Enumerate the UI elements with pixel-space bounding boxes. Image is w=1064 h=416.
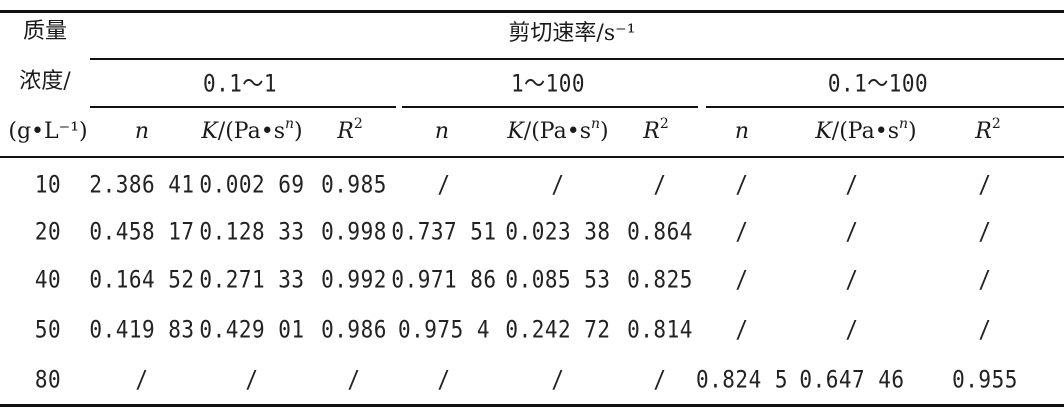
concentration-cell: 80 [34, 365, 62, 394]
table-cell: / [845, 315, 859, 344]
table-cell: 0.971 86 [391, 265, 497, 294]
top-rule [0, 10, 1064, 13]
range-rule-1 [90, 106, 396, 108]
table-cell: 0.975 4 [397, 315, 491, 344]
table-cell: / [978, 217, 992, 246]
table-cell: 2.386 41 [89, 170, 195, 199]
table-cell: / [653, 170, 667, 199]
col-header-r2-1: R2 [337, 116, 363, 144]
range-rule-3 [706, 106, 1064, 108]
concentration-cell: 40 [34, 265, 62, 294]
col-header-k-2: K/(Pa•sn) [507, 116, 609, 144]
table-cell: 0.164 52 [89, 265, 195, 294]
table-cell: / [978, 315, 992, 344]
col-header-k-1: K/(Pa•sn) [201, 116, 303, 144]
row-header-line3: (g•L⁻¹) [8, 119, 88, 144]
table-cell: / [653, 365, 667, 394]
range-header-1: 0.1～1 [202, 69, 278, 98]
table-cell: / [735, 170, 749, 199]
table-cell: 0.458 17 [89, 217, 195, 246]
table-cell: / [245, 365, 259, 394]
col-header-n-1: n [134, 119, 150, 144]
table-cell: / [437, 170, 451, 199]
col-header-n-3: n [734, 119, 750, 144]
shear-rate-header: 剪切速率/s⁻¹ [508, 21, 636, 46]
table-cell: 0.737 51 [391, 217, 497, 246]
table-cell: / [978, 170, 992, 199]
range-rule-2 [402, 106, 698, 108]
table-cell: 0.824 5 [695, 365, 789, 394]
concentration-cell: 10 [34, 170, 62, 199]
table-cell: 0.814 [627, 315, 693, 344]
table-cell: / [845, 265, 859, 294]
table-cell: / [845, 170, 859, 199]
table-cell: 0.864 [627, 217, 693, 246]
table-cell: / [735, 217, 749, 246]
table-cell: 0.002 69 [199, 170, 305, 199]
table-cell: 0.985 [321, 170, 387, 199]
table-cell: 0.825 [627, 265, 693, 294]
table-cell: / [845, 217, 859, 246]
table-cell: / [978, 265, 992, 294]
bottom-rule [0, 404, 1064, 407]
range-header-3: 0.1～100 [827, 69, 929, 98]
table-cell: 0.023 38 [505, 217, 611, 246]
table-cell: / [347, 365, 361, 394]
table-cell: / [735, 265, 749, 294]
col-header-r2-3: R2 [975, 116, 1001, 144]
table-cell: 0.085 53 [505, 265, 611, 294]
row-header-line1: 质量 [22, 19, 68, 44]
table-cell: 0.242 72 [505, 315, 611, 344]
table-cell: 0.647 46 [799, 365, 905, 394]
table-cell: / [551, 365, 565, 394]
col-header-n-2: n [434, 119, 450, 144]
group-rule [90, 58, 1064, 60]
table-cell: 0.992 [321, 265, 387, 294]
concentration-cell: 20 [34, 217, 62, 246]
table-cell: / [735, 315, 749, 344]
table-cell: 0.986 [321, 315, 387, 344]
header-bottom-rule [0, 156, 1064, 158]
table-cell: / [135, 365, 149, 394]
table-cell: 0.429 01 [199, 315, 305, 344]
table-cell: 0.419 83 [89, 315, 195, 344]
col-header-r2-2: R2 [643, 116, 669, 144]
row-header-line2: 浓度/ [19, 69, 71, 94]
table-cell: / [437, 365, 451, 394]
table-cell: 0.955 [952, 365, 1018, 394]
range-header-2: 1～100 [510, 69, 586, 98]
table-cell: 0.128 33 [199, 217, 305, 246]
table-cell: 0.998 [321, 217, 387, 246]
table-cell: 0.271 33 [199, 265, 305, 294]
table-cell: / [551, 170, 565, 199]
concentration-cell: 50 [34, 315, 62, 344]
col-header-k-3: K/(Pa•sn) [815, 116, 917, 144]
